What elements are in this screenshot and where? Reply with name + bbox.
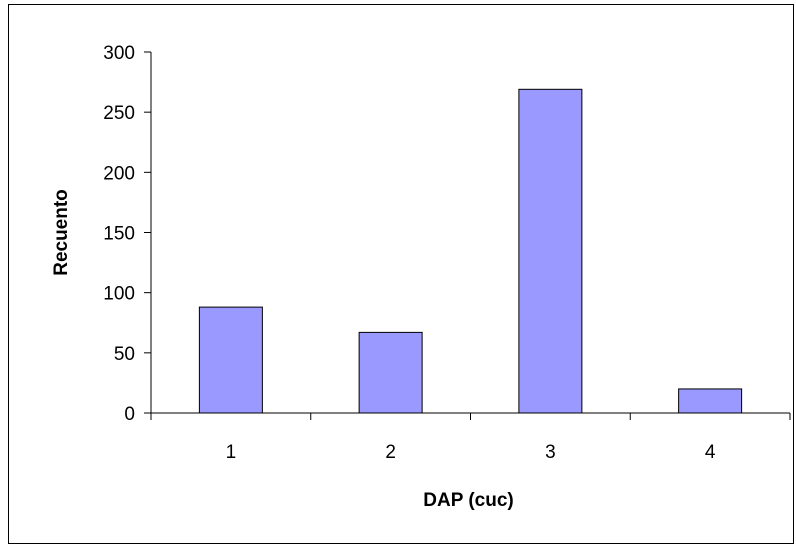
x-axis-ticks: 1 2 3 4 [150, 413, 791, 463]
chart-frame [8, 4, 794, 544]
y-tick-label: 50 [114, 344, 135, 365]
bars [198, 88, 743, 414]
y-axis-title: Recuento [51, 189, 72, 276]
y-tick-label: 0 [124, 404, 135, 425]
y-tick-label: 300 [103, 43, 135, 64]
x-axis-title: DAP (cuc) [423, 490, 513, 511]
y-tick-label: 200 [103, 163, 135, 184]
x-tick-label: 4 [705, 442, 716, 463]
x-tick-label: 1 [226, 442, 237, 463]
y-tick-label: 100 [103, 284, 135, 305]
y-axis-ticks: 0 50 100 150 200 250 300 [103, 43, 151, 425]
x-tick-label: 3 [545, 442, 556, 463]
bar-4 [678, 388, 743, 414]
bar-1 [198, 306, 263, 414]
x-tick-label: 2 [385, 442, 396, 463]
bar-2 [358, 331, 423, 414]
y-tick-label: 150 [103, 224, 135, 245]
bar-3 [518, 88, 583, 414]
y-tick-label: 250 [103, 103, 135, 124]
